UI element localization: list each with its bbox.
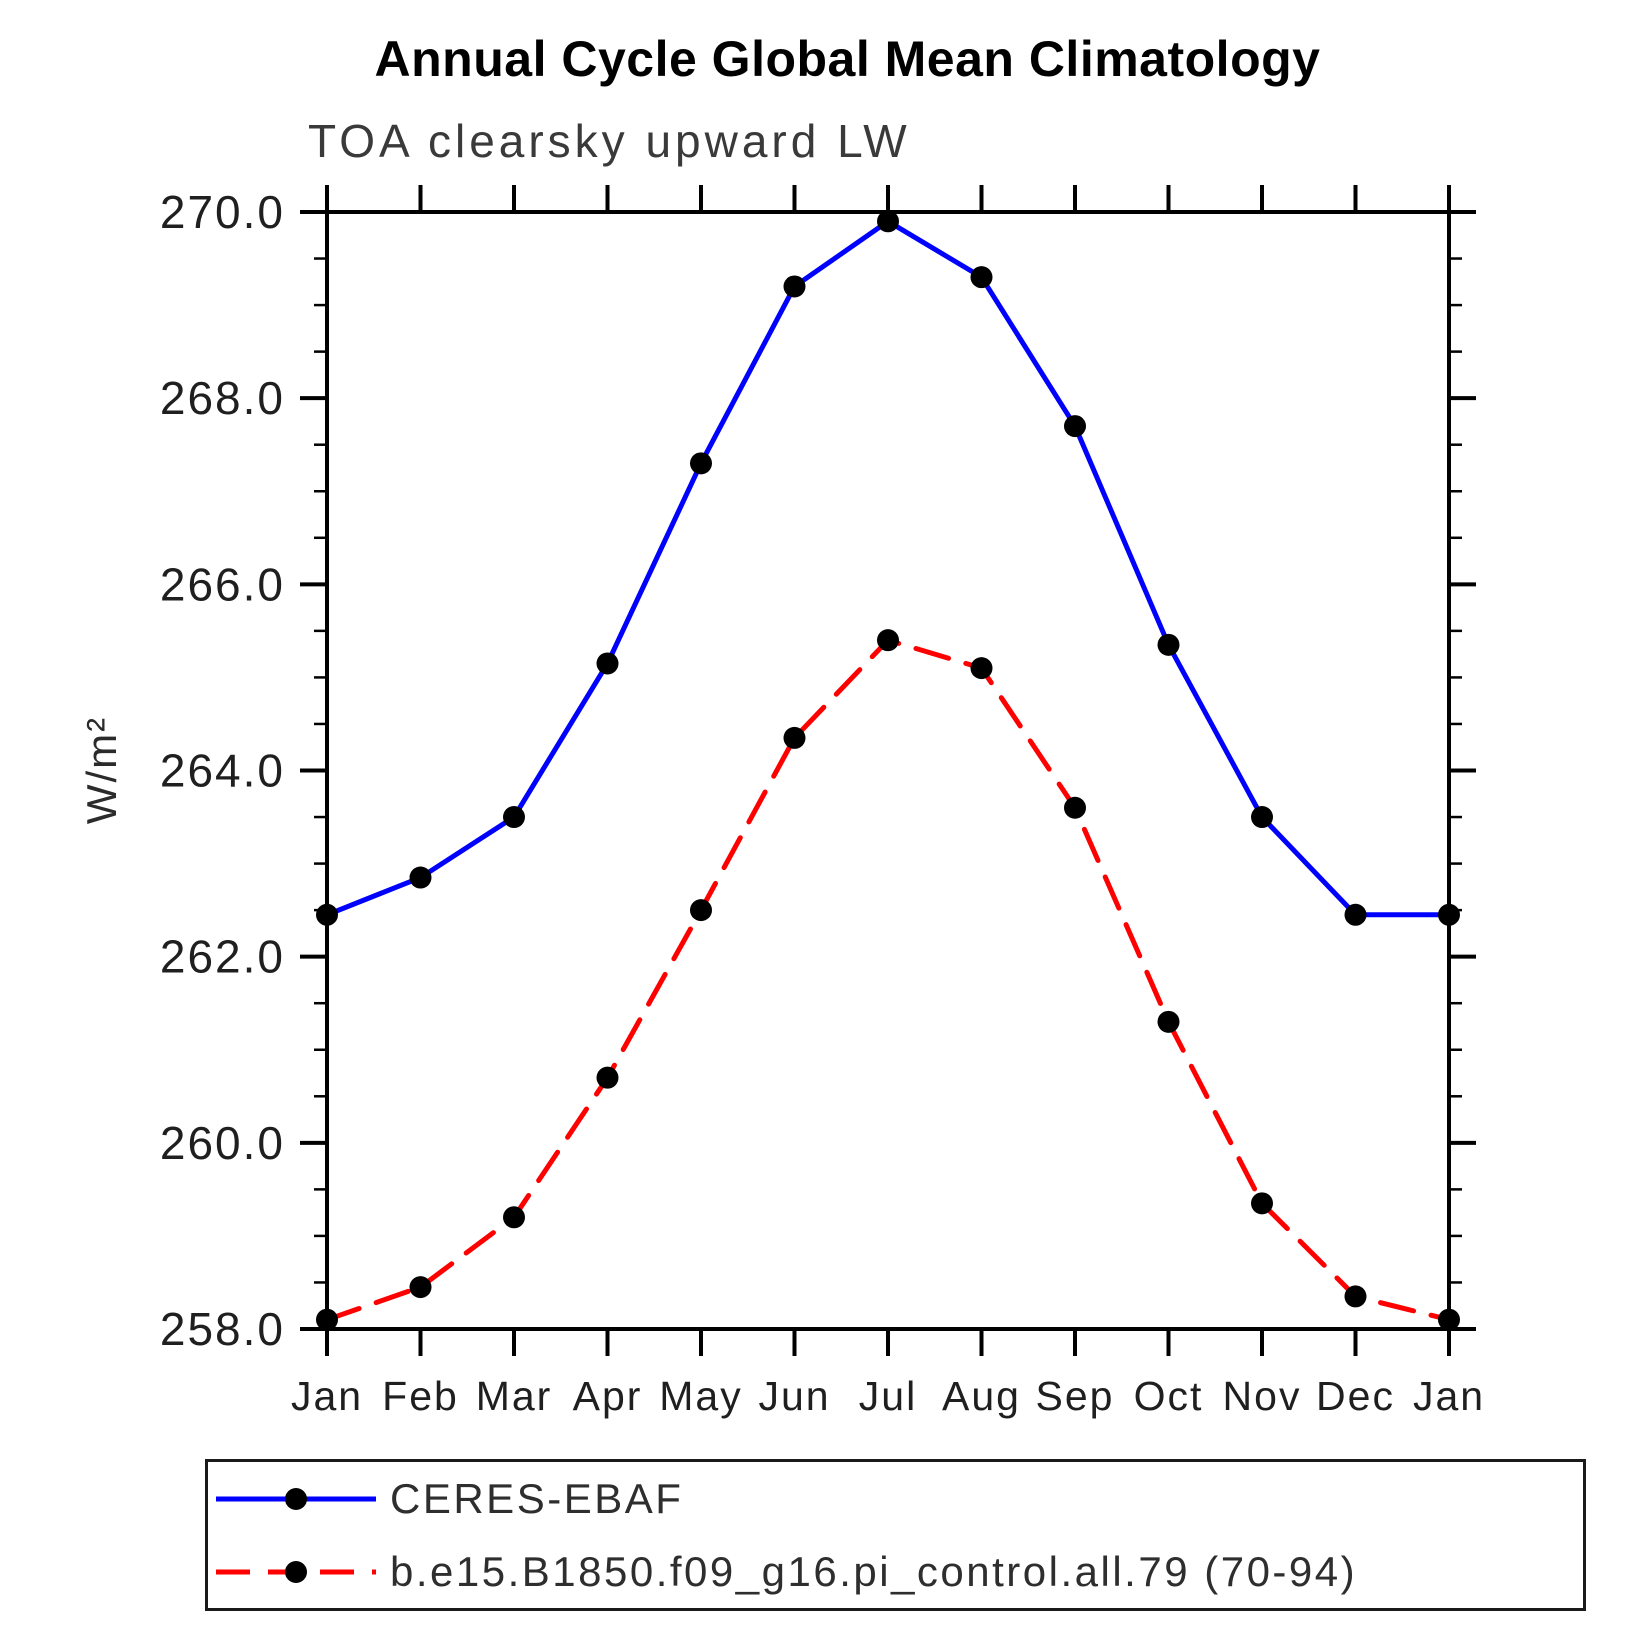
x-tick-label: Nov xyxy=(1223,1373,1302,1419)
legend-box: CERES-EBAF b.e15.B1850.f09_g16.pi_contro… xyxy=(205,1459,1586,1611)
data-point-series-1 xyxy=(1344,1285,1367,1308)
data-point-series-0 xyxy=(503,806,525,829)
y-tick-label: 260.0 xyxy=(160,1117,285,1169)
legend-label: b.e15.B1850.f09_g16.pi_control.all.79 (7… xyxy=(390,1547,1358,1595)
series-line-0 xyxy=(324,218,1452,918)
data-point-series-0 xyxy=(409,866,432,889)
data-point-series-0 xyxy=(1344,903,1367,926)
data-point-series-0 xyxy=(783,275,806,298)
data-point-series-0 xyxy=(316,903,338,926)
chart-subtitle: TOA clearsky upward LW xyxy=(308,115,911,167)
y-tick-label: 264.0 xyxy=(160,745,285,797)
series-line-1 xyxy=(324,637,1452,1323)
x-tick-label: Apr xyxy=(573,1373,643,1419)
data-point-series-1 xyxy=(1438,1308,1460,1331)
data-point-series-1 xyxy=(596,1066,619,1089)
data-point-series-0 xyxy=(690,452,712,475)
x-tick-label: Jul xyxy=(859,1373,917,1419)
data-point-series-0 xyxy=(1251,806,1273,829)
y-tick-label: 266.0 xyxy=(160,558,285,610)
x-tick-label: Dec xyxy=(1316,1373,1395,1419)
data-point-series-1 xyxy=(970,657,993,680)
data-point-series-0 xyxy=(1064,415,1086,438)
chart-title: Annual Cycle Global Mean Climatology xyxy=(374,31,1321,87)
data-point-series-0 xyxy=(596,652,619,675)
data-point-series-1 xyxy=(1064,796,1086,819)
data-point-series-0 xyxy=(877,210,899,233)
data-point-series-1 xyxy=(690,899,712,922)
y-tick-label: 270.0 xyxy=(160,186,285,238)
x-tick-label: Mar xyxy=(476,1373,553,1419)
legend-line-sample xyxy=(216,1487,376,1510)
x-tick-label: Sep xyxy=(1036,1373,1115,1419)
legend-marker xyxy=(285,1560,307,1583)
x-tick-label: May xyxy=(659,1373,742,1419)
legend-marker xyxy=(285,1487,307,1510)
data-point-series-1 xyxy=(1157,1010,1180,1033)
data-point-series-0 xyxy=(1438,903,1460,926)
data-point-series-0 xyxy=(1157,633,1180,656)
data-point-series-1 xyxy=(1251,1192,1273,1215)
data-point-series-1 xyxy=(316,1308,338,1331)
data-point-series-1 xyxy=(783,726,806,749)
x-tick-label: Jun xyxy=(758,1373,830,1419)
data-point-series-0 xyxy=(970,266,993,289)
legend-entry-ceres: CERES-EBAF xyxy=(208,1462,1583,1535)
x-tick-label: Aug xyxy=(942,1373,1021,1419)
data-point-series-1 xyxy=(409,1276,432,1299)
x-tick-label: Oct xyxy=(1134,1373,1204,1419)
plot-frame xyxy=(325,210,1451,1331)
legend-label: CERES-EBAF xyxy=(390,1474,684,1522)
data-point-series-1 xyxy=(877,629,899,652)
data-point-series-1 xyxy=(503,1206,525,1229)
y-tick-label: 262.0 xyxy=(160,931,285,983)
x-tick-label: Jan xyxy=(1413,1373,1485,1419)
legend-line-sample xyxy=(216,1560,376,1583)
y-tick-label: 268.0 xyxy=(160,372,285,424)
x-tick-label: Jan xyxy=(291,1373,363,1419)
legend-entry-model: b.e15.B1850.f09_g16.pi_control.all.79 (7… xyxy=(208,1535,1583,1608)
x-tick-label: Feb xyxy=(382,1373,459,1419)
y-tick-label: 258.0 xyxy=(160,1303,285,1355)
